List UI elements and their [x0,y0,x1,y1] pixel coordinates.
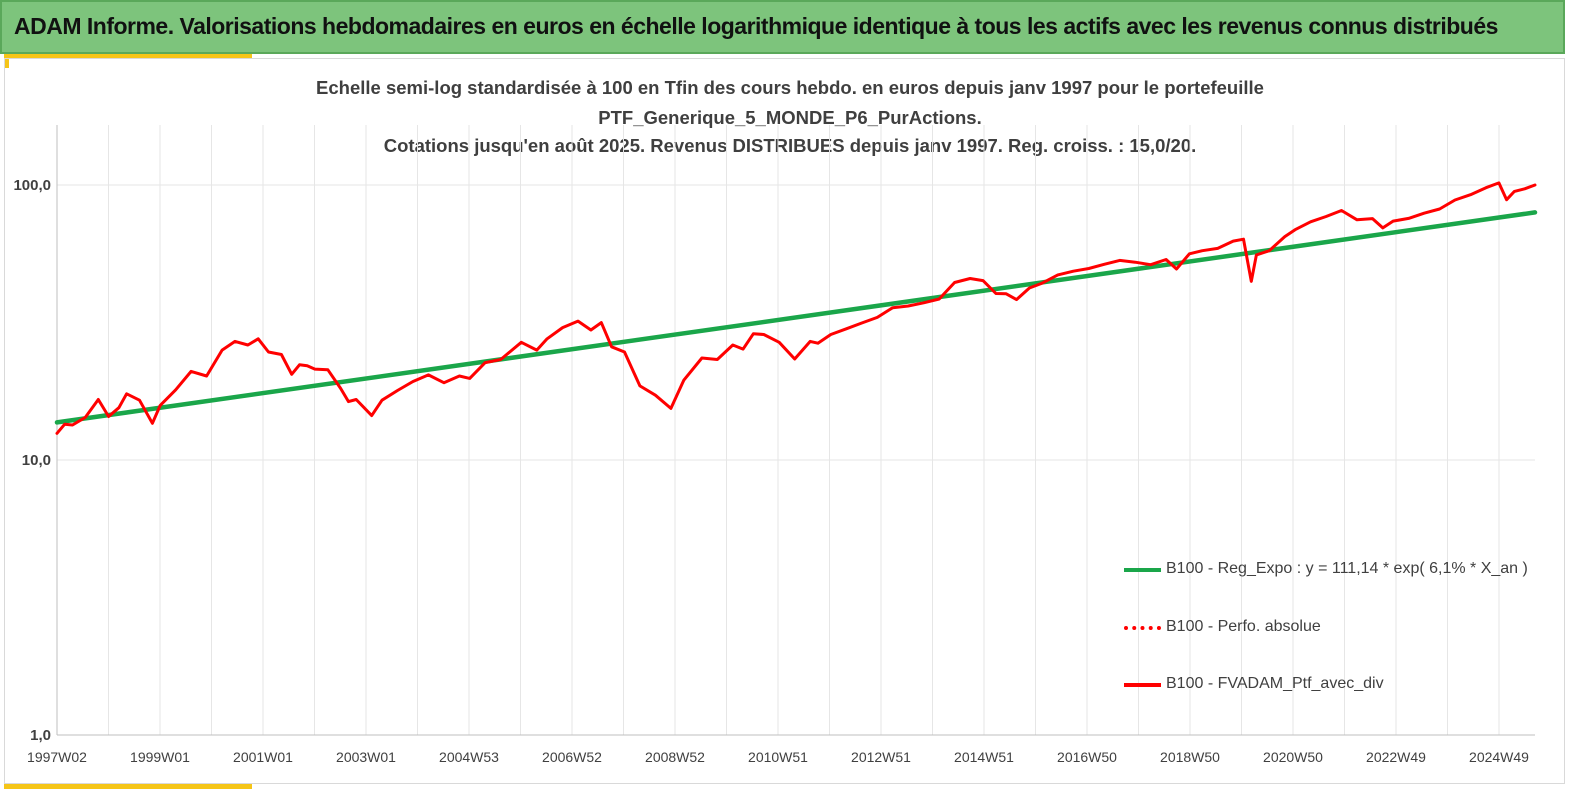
y-tick-label: 10,0 [22,452,51,469]
x-tick-label: 2022W49 [1366,749,1426,765]
legend-swatch-ptf-avec-div [1124,683,1161,687]
page-title: ADAM Informe. Valorisations hebdomadaire… [14,13,1498,39]
x-tick-label: 2001W01 [233,749,293,765]
legend-label-regression: B100 - Reg_Expo : y = 111,14 * exp( 6,1%… [1166,560,1528,577]
y-tick-label: 100,0 [13,177,51,194]
chart-title-line-3: Cotations jusqu'en août 2025. Revenus DI… [383,135,1197,156]
x-tick-label: 2018W50 [1160,749,1220,765]
legend-label-ptf-avec-div: B100 - FVADAM_Ptf_avec_div [1166,675,1384,692]
legend-swatch-perfo-absolue [1124,626,1161,630]
chart-title-line-2: PTF_Generique_5_MONDE_P6_PurActions. [598,107,982,128]
title-banner: ADAM Informe. Valorisations hebdomadaire… [0,0,1565,54]
x-tick-label: 2003W01 [336,749,396,765]
x-tick-label: 1999W01 [130,749,190,765]
x-tick-label: 1997W02 [27,749,87,765]
legend-label-perfo-absolue: B100 - Perfo. absolue [1166,618,1321,635]
legend-swatch-regression [1124,568,1161,572]
x-tick-label: 2008W52 [645,749,705,765]
series-line-0 [54,210,1538,425]
chart-title-line-1: Echelle semi-log standardisée à 100 en T… [316,77,1264,98]
corner-accent-left [4,54,9,68]
x-tick-label: 2010W51 [748,749,808,765]
x-tick-label: 2016W50 [1057,749,1117,765]
series-line-2 [55,181,1537,435]
x-tick-label: 2020W50 [1263,749,1323,765]
x-tick-label: 2006W52 [542,749,602,765]
y-tick-label: 1,0 [30,727,51,744]
x-tick-label: 2012W51 [851,749,911,765]
x-tick-label: 2014W51 [954,749,1014,765]
chart-frame [4,58,1565,784]
corner-accent-bottom-left [4,784,252,789]
x-tick-label: 2004W53 [439,749,499,765]
x-tick-label: 2024W49 [1469,749,1529,765]
corner-accent-top [4,54,252,59]
